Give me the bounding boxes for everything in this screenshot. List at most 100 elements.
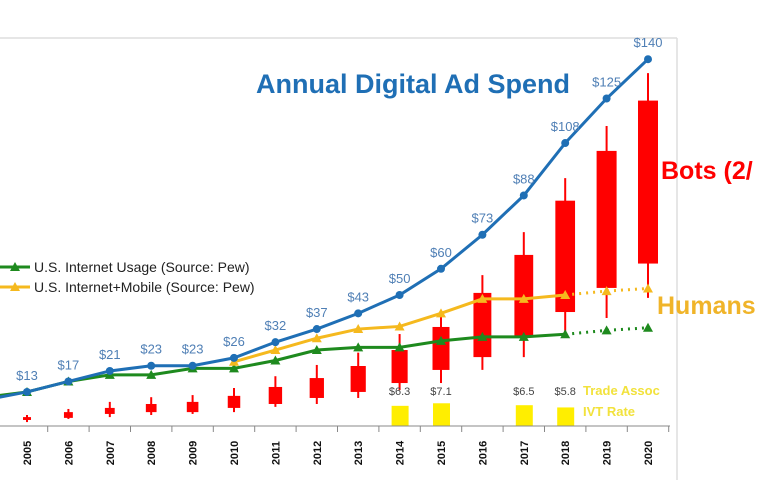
- ivt-bar-2014: [391, 405, 409, 426]
- spend-marker-2020: [644, 55, 652, 64]
- bots-candle-body-2016: [473, 292, 492, 358]
- spend-label-2005: $13: [16, 368, 38, 383]
- ivt-label-2018: $5.8: [554, 386, 575, 398]
- ivt-annotation-line1: Trade Assoc: [583, 383, 660, 398]
- spend-marker-2011: [271, 338, 280, 347]
- bots-candles: [23, 73, 658, 423]
- x-tick-label-2006: 2006: [63, 441, 75, 465]
- spend-marker-2007: [105, 366, 114, 375]
- x-tick-label-2020: 2020: [643, 441, 655, 465]
- legend-marker-usage: [10, 262, 20, 271]
- x-tick-label-2010: 2010: [229, 441, 241, 465]
- spend-label-2013: $43: [347, 289, 369, 304]
- ivt-label-2015: $7.1: [430, 386, 451, 398]
- spend-label-2009: $23: [182, 342, 204, 357]
- usage-marker-2017: [518, 331, 529, 341]
- bots-candle-body-2015: [432, 326, 450, 370]
- spend-marker-2012: [312, 325, 321, 334]
- spend-label-2020: $140: [634, 35, 663, 50]
- humans-annotation: Humans: [657, 292, 756, 320]
- x-tick-label-2018: 2018: [560, 441, 572, 465]
- spend-marker-2010: [230, 353, 238, 362]
- usage-marker-2011: [270, 355, 281, 365]
- bots-candle-body-2011: [268, 386, 283, 404]
- x-tick-label-2007: 2007: [105, 441, 117, 465]
- bots-candle-body-2014: [391, 350, 408, 384]
- spend-label-2007: $21: [99, 347, 121, 362]
- mobile-marker-2019: [601, 286, 612, 296]
- x-tick-label-2014: 2014: [395, 440, 407, 465]
- spend-label-2014: $50: [389, 271, 411, 286]
- usage-marker-2014: [394, 342, 405, 352]
- usage-marker-2013: [353, 342, 364, 352]
- x-tick-label-2019: 2019: [602, 441, 614, 465]
- spend-label-2006: $17: [58, 357, 80, 372]
- usage-marker-2008: [146, 369, 157, 379]
- spend-marker-2017: [519, 191, 528, 200]
- spend-label-2012: $37: [306, 305, 328, 320]
- spend-marker-2008: [147, 361, 156, 370]
- spend-marker-2018: [561, 139, 570, 148]
- mobile-marker-2018: [560, 290, 571, 299]
- mobile-marker-2020: [643, 283, 653, 293]
- series-lines: $13 $17 $21 $23 $23 $26 $32 $37 $43 $50 $60 $73 $88 $…: [0, 35, 663, 399]
- mobile-marker-2015: [436, 308, 446, 318]
- bots-candle-body-2019: [596, 150, 617, 288]
- spend-label-2011: $32: [265, 318, 287, 333]
- x-tick-label-2012: 2012: [312, 441, 324, 465]
- spend-label-2010: $26: [223, 334, 245, 349]
- spend-marker-2019: [602, 94, 611, 103]
- bots-candle-body-2006: [63, 412, 73, 418]
- mobile-marker-2017: [518, 293, 529, 303]
- legend-label-mobile: U.S. Internet+Mobile (Source: Pew): [34, 279, 255, 295]
- ivt-bars: $6.3 $7.1 $6.5 $5.8: [389, 386, 576, 426]
- x-tick-label-2011: 2011: [270, 441, 282, 465]
- ivt-label-2017: $6.5: [513, 386, 534, 398]
- usage-marker-2015: [436, 335, 446, 345]
- ivt-annotation-line2: IVT Rate: [583, 404, 635, 419]
- chart-title: Annual Digital Ad Spend: [256, 69, 570, 99]
- x-tick-label-2008: 2008: [146, 441, 158, 465]
- bots-candle-body-2007: [104, 407, 115, 414]
- x-tick-label-2005: 2005: [22, 441, 34, 465]
- bots-candle-body-2012: [309, 378, 324, 398]
- x-tick-label-2015: 2015: [436, 441, 448, 465]
- bots-candle-body-2018: [555, 200, 576, 313]
- spend-label-2019: $125: [592, 75, 621, 90]
- ivt-label-2014: $6.3: [389, 386, 410, 398]
- legend: U.S. Internet Usage (Source: Pew) U.S. I…: [0, 259, 255, 295]
- spend-label-2008: $23: [140, 342, 162, 357]
- mobile-marker-2011: [270, 345, 281, 355]
- spend-marker-2005: [23, 387, 31, 396]
- spend-marker-2015: [437, 264, 445, 273]
- x-tick-label-2016: 2016: [477, 441, 489, 465]
- spend-marker-2013: [354, 309, 363, 318]
- mobile-marker-2012: [311, 333, 322, 343]
- bots-candle-body-2010: [227, 395, 241, 408]
- bots-candle-body-2009: [186, 401, 199, 413]
- legend-marker-mobile: [10, 282, 20, 291]
- spend-label-2015: $60: [430, 245, 452, 260]
- usage-marker-2019: [601, 325, 612, 335]
- usage-marker-2018: [560, 329, 571, 339]
- x-tick-label-2017: 2017: [519, 441, 531, 465]
- bots-candle-body-2013: [350, 366, 366, 392]
- spend-label-2017: $88: [513, 171, 535, 186]
- x-axis: 2005 2006 2007 2008 2009 2010 2011 2012 2013 2014…: [0, 425, 670, 465]
- bots-candle-body-2008: [145, 403, 157, 413]
- spend-marker-2014: [395, 291, 404, 299]
- usage-marker-2012: [311, 345, 322, 355]
- spend-marker-2009: [188, 361, 197, 370]
- bots-candle-body-2005: [23, 417, 31, 420]
- usage-marker-2016: [477, 331, 488, 341]
- bots-candle-body-2020: [638, 100, 658, 264]
- usage-marker-2010: [229, 363, 239, 373]
- mobile-marker-2013: [353, 324, 364, 334]
- usage-marker-2020: [643, 322, 653, 332]
- mobile-marker-2014: [394, 321, 405, 331]
- ivt-bar-2018: [557, 407, 575, 426]
- spend-marker-2006: [64, 377, 73, 386]
- spend-label-2018: $108: [551, 119, 580, 134]
- x-tick-label-2009: 2009: [188, 441, 200, 465]
